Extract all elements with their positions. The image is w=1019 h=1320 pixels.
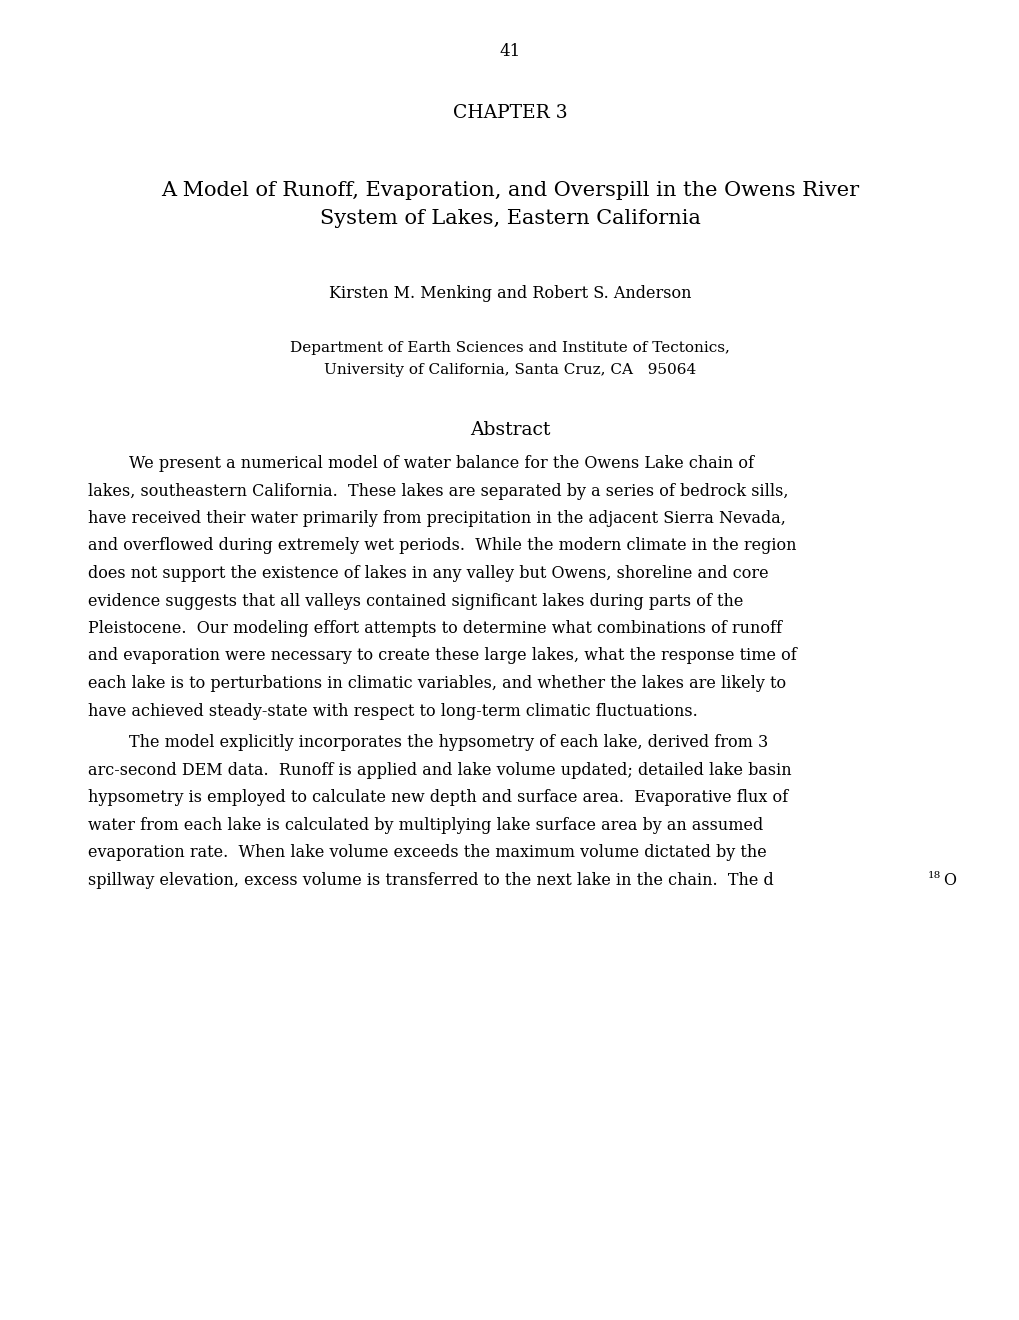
Text: spillway elevation, excess volume is transferred to the next lake in the chain. : spillway elevation, excess volume is tra… (88, 871, 773, 888)
Text: A Model of Runoff, Evaporation, and Overspill in the Owens River: A Model of Runoff, Evaporation, and Over… (161, 181, 858, 199)
Text: each lake is to perturbations in climatic variables, and whether the lakes are l: each lake is to perturbations in climati… (88, 675, 786, 692)
Text: The model explicitly incorporates the hypsometry of each lake, derived from 3: The model explicitly incorporates the hy… (88, 734, 767, 751)
Text: 18: 18 (927, 871, 941, 879)
Text: and overflowed during extremely wet periods.  While the modern climate in the re: and overflowed during extremely wet peri… (88, 537, 796, 554)
Text: 41: 41 (499, 44, 520, 61)
Text: CHAPTER 3: CHAPTER 3 (452, 104, 567, 121)
Text: arc-second DEM data.  Runoff is applied and lake volume updated; detailed lake b: arc-second DEM data. Runoff is applied a… (88, 762, 791, 779)
Text: Abstract: Abstract (470, 421, 549, 440)
Text: evidence suggests that all valleys contained significant lakes during parts of t: evidence suggests that all valleys conta… (88, 593, 743, 610)
Text: and evaporation were necessary to create these large lakes, what the response ti: and evaporation were necessary to create… (88, 648, 796, 664)
Text: We present a numerical model of water balance for the Owens Lake chain of: We present a numerical model of water ba… (88, 455, 753, 473)
Text: lakes, southeastern California.  These lakes are separated by a series of bedroc: lakes, southeastern California. These la… (88, 483, 788, 499)
Text: O: O (943, 871, 955, 888)
Text: Department of Earth Sciences and Institute of Tectonics,: Department of Earth Sciences and Institu… (289, 341, 730, 355)
Text: Pleistocene.  Our modeling effort attempts to determine what combinations of run: Pleistocene. Our modeling effort attempt… (88, 620, 782, 638)
Text: evaporation rate.  When lake volume exceeds the maximum volume dictated by the: evaporation rate. When lake volume excee… (88, 843, 766, 861)
Text: have received their water primarily from precipitation in the adjacent Sierra Ne: have received their water primarily from… (88, 510, 785, 527)
Text: University of California, Santa Cruz, CA   95064: University of California, Santa Cruz, CA… (324, 363, 695, 378)
Text: Kirsten M. Menking and Robert S. Anderson: Kirsten M. Menking and Robert S. Anderso… (328, 285, 691, 301)
Text: does not support the existence of lakes in any valley but Owens, shoreline and c: does not support the existence of lakes … (88, 565, 768, 582)
Text: water from each lake is calculated by multiplying lake surface area by an assume: water from each lake is calculated by mu… (88, 817, 762, 834)
Text: System of Lakes, Eastern California: System of Lakes, Eastern California (319, 209, 700, 227)
Text: have achieved steady-state with respect to long-term climatic fluctuations.: have achieved steady-state with respect … (88, 702, 697, 719)
Text: hypsometry is employed to calculate new depth and surface area.  Evaporative flu: hypsometry is employed to calculate new … (88, 789, 788, 807)
